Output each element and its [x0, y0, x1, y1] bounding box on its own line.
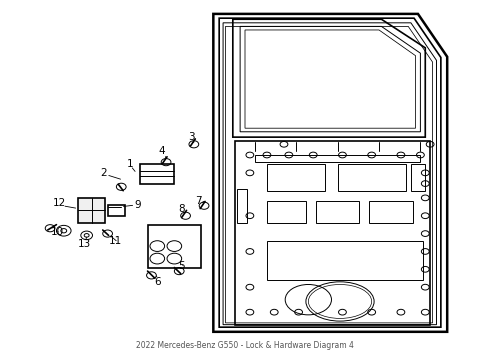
- Text: 4: 4: [159, 147, 166, 157]
- Bar: [267, 164, 325, 191]
- Text: 6: 6: [154, 277, 161, 287]
- Text: 7: 7: [196, 197, 202, 206]
- Text: 1: 1: [127, 159, 134, 169]
- Bar: [255, 155, 420, 162]
- Text: 8: 8: [178, 203, 185, 213]
- Bar: [411, 164, 425, 191]
- Bar: [140, 164, 174, 184]
- Text: 10: 10: [51, 227, 64, 237]
- Text: 3: 3: [188, 132, 195, 142]
- Bar: [267, 202, 306, 223]
- Text: 5: 5: [178, 261, 185, 271]
- Bar: [78, 198, 105, 223]
- Bar: [147, 225, 201, 267]
- Bar: [338, 164, 406, 191]
- Text: 13: 13: [77, 239, 91, 249]
- Bar: [108, 205, 124, 216]
- Text: 9: 9: [134, 200, 141, 210]
- Bar: [237, 189, 247, 223]
- Text: 11: 11: [109, 236, 122, 246]
- Bar: [369, 202, 413, 223]
- Text: 2: 2: [100, 168, 107, 178]
- Bar: [267, 241, 423, 280]
- Text: 12: 12: [53, 198, 67, 208]
- Bar: [316, 202, 360, 223]
- Text: 2022 Mercedes-Benz G550 - Lock & Hardware Diagram 4: 2022 Mercedes-Benz G550 - Lock & Hardwar…: [136, 341, 354, 350]
